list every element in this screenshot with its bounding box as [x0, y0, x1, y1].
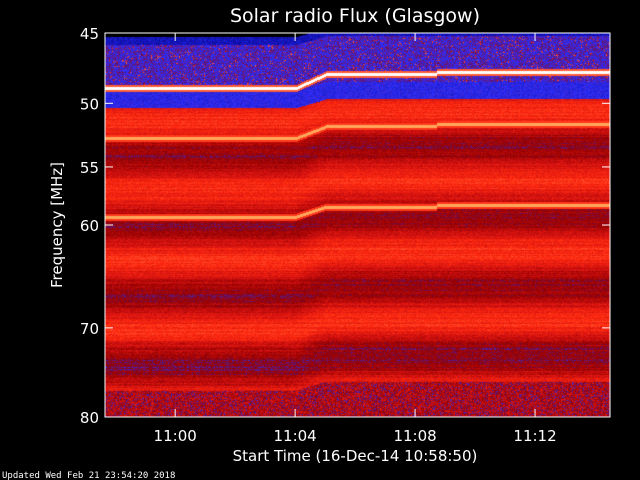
- updated-footer: Updated Wed Feb 21 23:54:20 2018: [2, 471, 175, 480]
- x-tick-label: 11:12: [513, 427, 556, 445]
- y-tick-label: 70: [80, 320, 99, 338]
- y-tick-label: 60: [80, 217, 99, 235]
- spectrogram-image: [105, 33, 610, 417]
- x-tick-label: 11:08: [393, 427, 436, 445]
- y-tick-label: 50: [80, 95, 99, 113]
- chart-title: Solar radio Flux (Glasgow): [230, 5, 480, 27]
- y-axis: 45 50 55 60 70 80: [80, 25, 610, 427]
- plot-area: [105, 33, 610, 417]
- x-axis: 11:00 11:04 11:08 11:12: [154, 33, 557, 445]
- x-tick-label: 11:00: [154, 427, 197, 445]
- x-tick-label: 11:04: [274, 427, 317, 445]
- x-axis-label: Start Time (16-Dec-14 10:58:50): [233, 447, 478, 465]
- y-tick-label: 80: [80, 409, 99, 427]
- y-tick-label: 45: [80, 25, 99, 43]
- y-axis-label: Frequency [MHz]: [48, 162, 66, 288]
- y-tick-label: 55: [80, 159, 99, 177]
